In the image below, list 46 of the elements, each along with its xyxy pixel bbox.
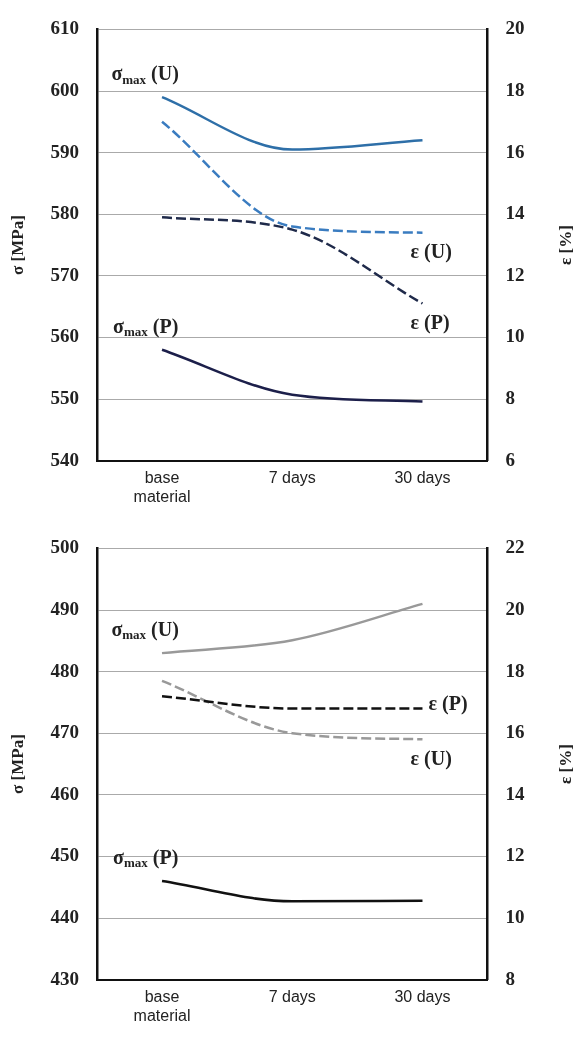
series-label: ε (P) [428, 691, 468, 715]
y-tick-label: 500 [50, 536, 79, 558]
y2-tick-label: 10 [505, 905, 525, 927]
x-tick-label: base material [133, 987, 191, 1024]
x-tick-label: 30 days [394, 468, 451, 486]
y-tick-label: 430 [50, 967, 79, 989]
y2-tick-label: 18 [505, 659, 525, 681]
y-tick-label: 570 [50, 263, 79, 285]
y2-tick-label: 16 [505, 140, 525, 162]
y2-tick-label: 16 [505, 721, 525, 743]
y-tick-label: 480 [50, 659, 79, 681]
y2-tick-label: 20 [505, 17, 525, 39]
y2-tick-label: 14 [505, 202, 526, 224]
y-axis-title: σ [MPa] [7, 215, 27, 275]
y-tick-label: 450 [50, 844, 79, 866]
y2-tick-label: 22 [505, 536, 525, 558]
y2-axis-title: ε [%] [555, 744, 575, 784]
y-tick-label: 490 [50, 597, 79, 619]
y2-tick-label: 6 [505, 448, 516, 470]
y2-tick-label: 12 [505, 263, 525, 285]
series-label: ε (P) [410, 310, 450, 334]
y2-tick-label: 8 [505, 967, 516, 989]
y2-tick-label: 8 [505, 386, 516, 408]
y2-tick-label: 10 [505, 325, 525, 347]
y-tick-label: 590 [50, 140, 79, 162]
y-tick-label: 580 [50, 202, 79, 224]
y-tick-label: 610 [50, 17, 79, 39]
y-tick-label: 440 [50, 905, 79, 927]
y2-tick-label: 14 [505, 782, 526, 804]
y2-tick-label: 18 [505, 78, 525, 100]
series-label: ε (U) [410, 239, 452, 263]
y-tick-label: 460 [50, 782, 79, 804]
y2-axis-title: ε [%] [555, 225, 575, 265]
y-tick-label: 540 [50, 448, 79, 470]
y-tick-label: 470 [50, 721, 79, 743]
x-tick-label: 7 days [268, 468, 316, 486]
y2-tick-label: 20 [505, 597, 525, 619]
x-tick-label: 30 days [394, 987, 451, 1005]
x-tick-label: 7 days [268, 987, 316, 1005]
x-tick-label: base material [133, 468, 191, 505]
y-tick-label: 600 [50, 78, 79, 100]
y2-tick-label: 12 [505, 844, 525, 866]
y-axis-title: σ [MPa] [7, 734, 27, 794]
y-tick-label: 560 [50, 325, 79, 347]
y-tick-label: 550 [50, 386, 79, 408]
series-label: ε (U) [410, 746, 452, 770]
